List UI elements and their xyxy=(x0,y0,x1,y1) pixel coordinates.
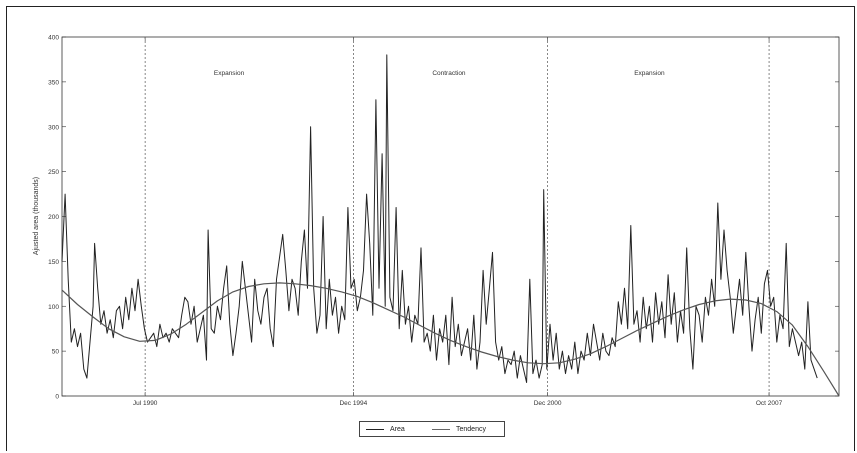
y-tick-label: 50 xyxy=(52,349,60,356)
legend-label-tendency: Tendency xyxy=(456,426,486,433)
series-line-tendency xyxy=(61,282,840,397)
y-tick-label: 250 xyxy=(48,169,59,176)
y-tick-label: 350 xyxy=(48,79,59,86)
x-tick-label: Oct 2007 xyxy=(756,400,783,407)
x-tick-label: Dec 1994 xyxy=(339,400,367,407)
legend-swatch-area xyxy=(366,429,384,430)
figure-frame xyxy=(6,6,855,451)
region-label: Expansion xyxy=(214,70,245,77)
legend-swatch-tendency xyxy=(432,429,450,430)
region-label: Contraction xyxy=(432,70,466,77)
series-line-area xyxy=(61,54,818,383)
axes-group xyxy=(61,36,840,397)
y-tick-label: 200 xyxy=(48,214,59,221)
legend-item-area: Area xyxy=(366,425,405,434)
legend-label-area: Area xyxy=(390,426,405,433)
plot-area-border xyxy=(61,36,840,397)
region-label: Expansion xyxy=(634,70,665,77)
chart-legend: Area Tendency xyxy=(359,421,505,437)
region-labels: Expansion Contraction Expansion xyxy=(214,70,665,77)
y-tick-label: 400 xyxy=(48,35,59,42)
x-tick-label: Dec 2000 xyxy=(534,400,562,407)
series-group xyxy=(61,54,840,397)
y-tick-label: 300 xyxy=(48,124,59,131)
y-tick-label: 150 xyxy=(48,259,59,266)
tick-labels: 0 50 100 150 200 250 300 350 400 Jul 1990 Dec 1994… xyxy=(48,35,782,408)
legend-item-tendency: Tendency xyxy=(432,425,486,434)
vertical-marker-lines xyxy=(144,37,770,396)
y-tick-label: 0 xyxy=(55,394,59,401)
y-tick-label: 100 xyxy=(48,304,59,311)
y-axis-label: Ajusted area (thousands) xyxy=(33,177,40,255)
x-tick-label: Jul 1990 xyxy=(133,400,158,407)
